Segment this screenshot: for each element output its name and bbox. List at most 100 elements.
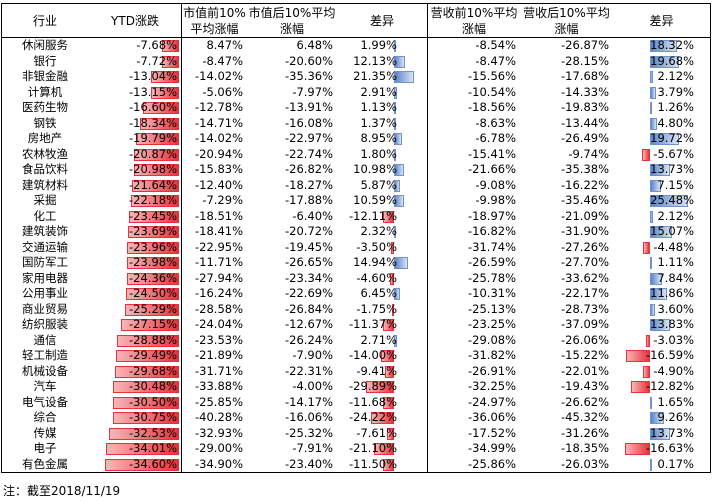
table-row: 汽车 -30.48% -33.88% -4.00% -29.89% -32.25% -19.…	[1, 379, 710, 395]
rev-top-value: -17.52%	[468, 425, 516, 440]
rev-diff-bar	[650, 164, 671, 176]
rev-diff-value: 13.73%	[650, 425, 694, 440]
table-row: 通信 -28.88% -23.53% -26.24% 2.71% -29.08% -26.0…	[1, 333, 710, 349]
mc-top-value: -29.00%	[195, 441, 243, 455]
mc-bottom-value: -23.40%	[285, 456, 333, 471]
rev-bottom-value: -27.70%	[561, 255, 609, 269]
table-row: 化工 -23.45% -18.51% -6.40% -12.11% -18.97% -21.…	[1, 209, 710, 225]
mc-bottom-value: -25.32%	[285, 425, 333, 440]
mc-top-value: 8.47%	[206, 38, 243, 52]
table-row: 医药生物 -16.60% -12.78% -13.91% 1.13% -18.56% -19…	[1, 100, 710, 116]
footnote: 注：截至2018/11/19	[3, 484, 121, 498]
rev-bottom-value: -31.26%	[561, 425, 609, 440]
mc-top-value: -34.90%	[195, 456, 243, 471]
ytd-value: -23.45%	[129, 208, 177, 223]
rev-diff-bar	[641, 148, 650, 161]
rev-diff-value: -16.63%	[646, 441, 694, 455]
mc-bottom-value: -16.08%	[285, 115, 333, 130]
ytd-bar	[105, 443, 179, 455]
rev-diff-bar	[650, 303, 656, 316]
rev-diff-bar	[650, 210, 654, 223]
mc-bottom-value: -7.90%	[292, 348, 333, 362]
table-row: 食品饮料 -20.98% -15.83% -26.82% 10.98% -21.66% -3…	[1, 162, 710, 178]
rev-bottom-value: -33.62%	[561, 270, 609, 285]
rev-top-value: -31.74%	[468, 239, 516, 254]
ytd-value: -32.53%	[129, 425, 177, 440]
rev-bottom-value: -19.43%	[561, 379, 609, 393]
ytd-value: -24.36%	[129, 270, 177, 285]
rev-top-value: -34.99%	[468, 441, 516, 455]
rev-diff-bar	[650, 40, 678, 52]
industry-name: 银行	[33, 53, 57, 68]
table-row: 休闲服务 -7.68% 8.47% 6.48% 1.99% -8.54% -26.87% 18…	[1, 38, 710, 54]
mc-top-value: -24.04%	[195, 317, 243, 331]
ytd-bar	[132, 179, 179, 192]
rev-diff-bar	[650, 427, 671, 440]
table-divider	[1, 3, 2, 472]
rev-bottom-value: -19.83%	[561, 100, 609, 114]
mc-top-value: -20.94%	[195, 146, 243, 161]
mc-diff-bar	[394, 179, 400, 192]
industry-name: 电气设备	[22, 394, 68, 409]
ytd-value: -23.98%	[129, 255, 177, 269]
rev-bottom-value: -45.32%	[561, 410, 609, 424]
mc-diff-bar	[394, 288, 401, 300]
rev-top-value: -23.25%	[468, 317, 516, 331]
table-row: 纺织服装 -27.15% -24.04% -12.67% -11.37% -23.25% -…	[1, 317, 710, 333]
industry-name: 传媒	[33, 425, 57, 440]
rev-diff-value: 19.68%	[650, 53, 694, 68]
mc-diff-value: -11.50%	[349, 456, 397, 471]
mc-top-value: -11.71%	[195, 255, 243, 269]
rev-diff-bar	[650, 102, 652, 114]
mc-diff-bar	[394, 117, 396, 130]
mc-top-value: -31.71%	[195, 363, 243, 378]
header-ytd: YTD涨跌	[89, 3, 181, 38]
rev-diff-value: 19.72%	[650, 131, 694, 145]
mc-top-value: -18.51%	[195, 208, 243, 223]
rev-diff-value: 9.26%	[657, 410, 694, 424]
mc-top-value: -28.58%	[195, 301, 243, 316]
ytd-value: -29.49%	[129, 348, 177, 362]
mc-bottom-value: -12.67%	[285, 317, 333, 331]
mc-bottom-value: -19.45%	[285, 239, 333, 254]
mc-diff-value: -11.68%	[349, 394, 397, 409]
industry-name: 纺织服装	[22, 317, 68, 331]
rev-diff-value: 25.48%	[650, 193, 694, 207]
rev-diff-bar	[650, 226, 673, 238]
rev-top-value: -8.54%	[475, 38, 516, 52]
rev-diff-value: 7.84%	[657, 270, 694, 285]
industry-name: 轻工制造	[22, 348, 68, 362]
rev-diff-value: 2.12%	[657, 208, 694, 223]
ytd-bar	[104, 458, 179, 471]
rev-diff-bar	[645, 334, 650, 347]
rev-diff-bar	[650, 412, 664, 424]
mc-diff-bar	[394, 148, 396, 161]
ytd-bar	[136, 133, 179, 145]
mc-bottom-value: -4.00%	[292, 379, 333, 393]
mc-bottom-value: -14.17%	[285, 394, 333, 409]
ytd-value: -21.64%	[129, 177, 177, 192]
mc-top-value: -14.02%	[195, 69, 243, 83]
mc-top-value: -12.40%	[195, 177, 243, 192]
mc-diff-value: 1.80%	[360, 146, 397, 161]
ytd-bar	[133, 164, 179, 176]
mc-bottom-value: -6.40%	[292, 208, 333, 223]
mc-diff-value: -12.11%	[349, 208, 397, 223]
industry-name: 医药生物	[22, 100, 68, 114]
mc-diff-bar	[374, 443, 394, 455]
rev-top-value: -25.86%	[468, 456, 516, 471]
industry-name: 机械设备	[22, 363, 68, 378]
ytd-bar	[150, 86, 179, 99]
mc-bottom-value: -22.97%	[285, 131, 333, 145]
rev-top-value: -15.56%	[468, 69, 516, 83]
ytd-value: -25.29%	[129, 301, 177, 316]
table-row: 传媒 -32.53% -32.93% -25.32% -7.61% -17.52% -31.…	[1, 426, 710, 442]
rev-top-value: -10.54%	[468, 84, 516, 99]
ytd-bar	[115, 350, 179, 362]
rev-top-value: -24.97%	[468, 394, 516, 409]
mc-bottom-value: -18.27%	[285, 177, 333, 192]
table-row: 家用电器 -24.36% -27.94% -23.34% -4.60% -25.78% -3…	[1, 271, 710, 287]
mc-top-value: -32.93%	[195, 425, 243, 440]
mc-top-value: -14.02%	[195, 131, 243, 145]
mc-diff-bar	[394, 71, 415, 83]
